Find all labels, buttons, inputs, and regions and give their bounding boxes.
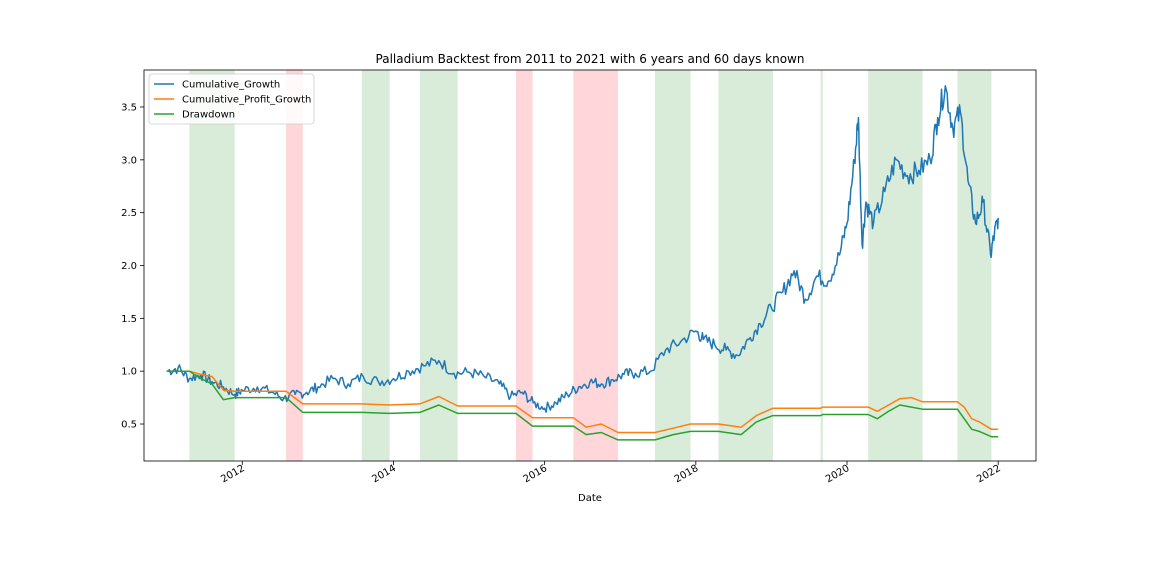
x-tick-label: 2020 bbox=[824, 463, 852, 485]
shaded-region-6 bbox=[655, 70, 691, 461]
y-tick-label: 3.0 bbox=[121, 155, 137, 166]
shaded-region-7 bbox=[718, 70, 773, 461]
y-tick-label: 0.5 bbox=[121, 420, 137, 431]
shaded-region-1 bbox=[286, 70, 303, 461]
shaded-region-9 bbox=[868, 70, 923, 461]
shaded-region-5 bbox=[573, 70, 618, 461]
y-tick-label: 1.5 bbox=[121, 314, 137, 325]
shaded-region-2 bbox=[361, 70, 390, 461]
x-tick-label: 2014 bbox=[370, 463, 398, 485]
legend-box bbox=[148, 73, 315, 125]
x-tick-label: 2022 bbox=[975, 463, 1003, 485]
x-tick-label: 2012 bbox=[219, 463, 247, 485]
shaded-region-4 bbox=[515, 70, 533, 461]
y-tick-label: 2.5 bbox=[121, 208, 137, 219]
y-tick-label: 2.0 bbox=[121, 261, 137, 272]
chart-title: Palladium Backtest from 2011 to 2021 wit… bbox=[376, 52, 805, 66]
series-line-cumulative-profit-growth bbox=[166, 370, 999, 434]
shaded-region-8 bbox=[820, 70, 823, 461]
legend: Cumulative_Growth Cumulative_Profit_Growt… bbox=[148, 73, 315, 125]
series-line-drawdown bbox=[166, 370, 999, 441]
x-tick-label: 2018 bbox=[673, 463, 701, 485]
y-tick-label: 3.5 bbox=[121, 102, 137, 113]
legend-label: Cumulative_Growth bbox=[182, 80, 280, 91]
x-axis-label: Date bbox=[578, 493, 602, 504]
x-tick-label: 2016 bbox=[522, 463, 550, 485]
legend-label: Cumulative_Profit_Growth bbox=[182, 95, 311, 106]
series-line-cumulative-growth bbox=[166, 85, 999, 413]
plot-area: 0.5 1.0 1.5 2.0 2.5 3.0 3.5 2012 2014 2016 2018 202… bbox=[121, 69, 1037, 485]
y-tick-label: 1.0 bbox=[121, 367, 137, 378]
legend-label: Drawdown bbox=[182, 110, 235, 121]
shaded-region-0 bbox=[189, 70, 235, 461]
